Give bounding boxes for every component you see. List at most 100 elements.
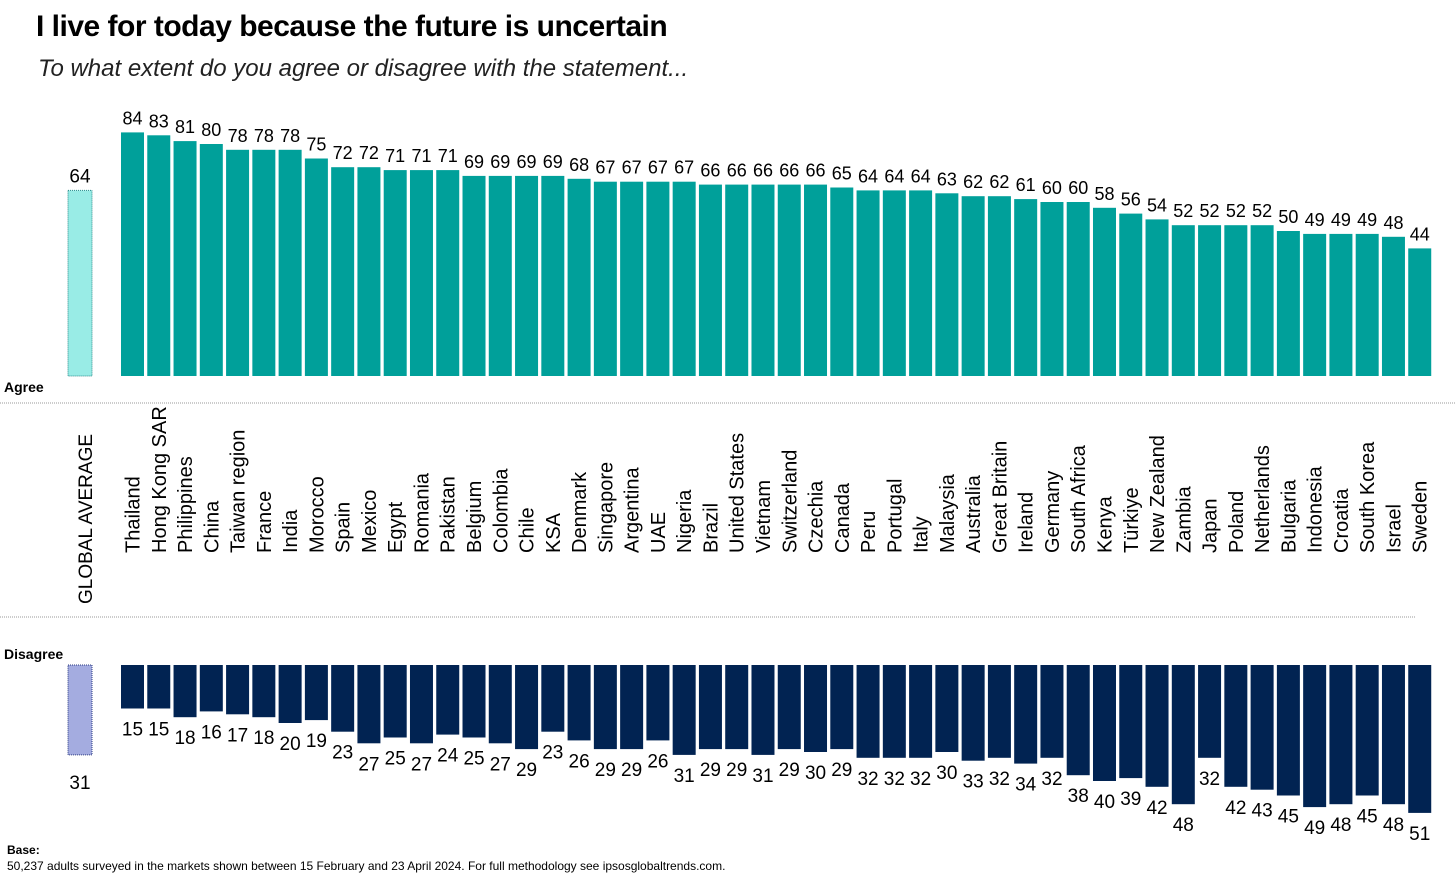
category-label: Australia — [963, 474, 985, 553]
agree-value-label: 67 — [648, 158, 668, 178]
base-text: 50,237 adults surveyed in the markets sh… — [7, 859, 726, 873]
category-label: Taiwan region — [228, 430, 250, 553]
agree-value-label: 58 — [1094, 184, 1114, 204]
disagree-bar — [1276, 665, 1300, 796]
agree-value-label: 54 — [1147, 195, 1167, 215]
agree-value-label: 69 — [490, 152, 510, 172]
agree-bar — [1198, 225, 1222, 376]
disagree-value-label: 32 — [884, 769, 905, 790]
agree-bar — [1250, 225, 1274, 376]
agree-value-label: 71 — [411, 146, 431, 166]
disagree-bar — [515, 665, 539, 750]
agree-bar — [830, 187, 854, 376]
agree-value-label: 78 — [228, 126, 248, 146]
agree-value-label: 52 — [1200, 201, 1220, 221]
agree-bar — [252, 149, 276, 376]
disagree-bar — [488, 665, 512, 744]
disagree-bar — [1303, 665, 1327, 808]
series-label-disagree: Disagree — [4, 646, 63, 662]
disagree-bar — [1329, 665, 1353, 805]
category-label: Sweden — [1410, 481, 1432, 553]
category-label: Netherlands — [1252, 445, 1274, 553]
disagree-bar — [199, 665, 223, 712]
chart-subtitle: To what extent do you agree or disagree … — [38, 55, 689, 82]
category-label: Morocco — [306, 476, 328, 553]
disagree-value-label: 45 — [1278, 807, 1299, 828]
disagree-bar — [1355, 665, 1379, 796]
disagree-value-label: 33 — [963, 772, 984, 793]
disagree-bar — [252, 665, 276, 718]
disagree-bar — [1119, 665, 1143, 779]
category-label: Japan — [1200, 499, 1222, 554]
base-label: Base: — [7, 843, 40, 857]
disagree-bar — [987, 665, 1011, 758]
agree-value-label: 80 — [201, 120, 221, 140]
agree-value-label: 72 — [333, 143, 353, 163]
disagree-bar — [462, 665, 486, 738]
agree-value-label: 62 — [963, 172, 983, 192]
agree-bar — [199, 144, 223, 376]
category-label: Nigeria — [674, 489, 696, 553]
disagree-bar — [777, 665, 801, 750]
agree-bar — [698, 184, 722, 376]
agree-bar — [226, 149, 250, 376]
agree-bar — [304, 158, 328, 376]
agree-bar — [357, 167, 381, 376]
agree-value-label: 66 — [779, 161, 799, 181]
agree-bar — [1224, 225, 1248, 376]
agree-value-label: 60 — [1068, 178, 1088, 198]
category-label: Colombia — [490, 468, 512, 553]
category-label: Belgium — [464, 481, 486, 553]
disagree-bar — [593, 665, 617, 750]
category-label: Thailand — [123, 476, 145, 553]
category-label: Bulgaria — [1278, 479, 1300, 553]
category-label: Indonesia — [1305, 465, 1327, 553]
agree-bar — [147, 135, 171, 376]
agree-value-label: 63 — [937, 169, 957, 189]
agree-bar — [436, 170, 460, 376]
disagree-bar — [961, 665, 985, 761]
category-label: Switzerland — [779, 450, 801, 553]
agree-bar — [620, 181, 644, 376]
chart-title: I live for today because the future is u… — [36, 10, 668, 43]
disagree-value-label: 27 — [358, 754, 379, 775]
disagree-value-label: 29 — [726, 760, 747, 781]
disagree-value-label: 26 — [647, 751, 668, 772]
category-label: India — [280, 509, 302, 553]
agree-bar — [1066, 202, 1090, 376]
disagree-value-label: 18 — [253, 728, 274, 749]
agree-value-label: 49 — [1357, 210, 1377, 230]
category-label: Great Britain — [989, 441, 1011, 553]
agree-value-label: 64 — [884, 166, 904, 186]
category-label: Chile — [517, 507, 539, 553]
agree-value-label: 66 — [806, 161, 826, 181]
agree-value-label: 69 — [464, 152, 484, 172]
category-label: Malaysia — [937, 473, 959, 553]
disagree-bar — [856, 665, 880, 758]
agree-bar — [1355, 233, 1379, 376]
category-label: Philippines — [175, 456, 197, 553]
agree-bar — [987, 196, 1011, 376]
category-label: Singapore — [595, 462, 617, 553]
category-label: Ireland — [1016, 492, 1038, 553]
category-label: Argentina — [622, 467, 644, 553]
agree-bar — [1329, 233, 1353, 376]
agree-value-label: 83 — [149, 111, 169, 131]
agree-bar — [1092, 207, 1116, 376]
agree-value-label: 64 — [858, 166, 878, 186]
disagree-value-label: 48 — [1173, 815, 1194, 836]
disagree-value-label: 17 — [227, 725, 248, 746]
agree-value-label: 78 — [280, 126, 300, 146]
agree-value-label: 68 — [569, 155, 589, 175]
category-label: Croatia — [1331, 488, 1353, 553]
agree-bar — [541, 175, 565, 376]
agree-bar — [1171, 225, 1195, 376]
category-label: China — [201, 500, 223, 553]
agree-bar — [961, 196, 985, 376]
agree-bar — [121, 132, 144, 376]
category-label: Denmark — [569, 471, 591, 553]
agree-bar — [935, 193, 959, 376]
agree-value-label: 48 — [1383, 213, 1403, 233]
agree-value-label: 61 — [1016, 175, 1036, 195]
